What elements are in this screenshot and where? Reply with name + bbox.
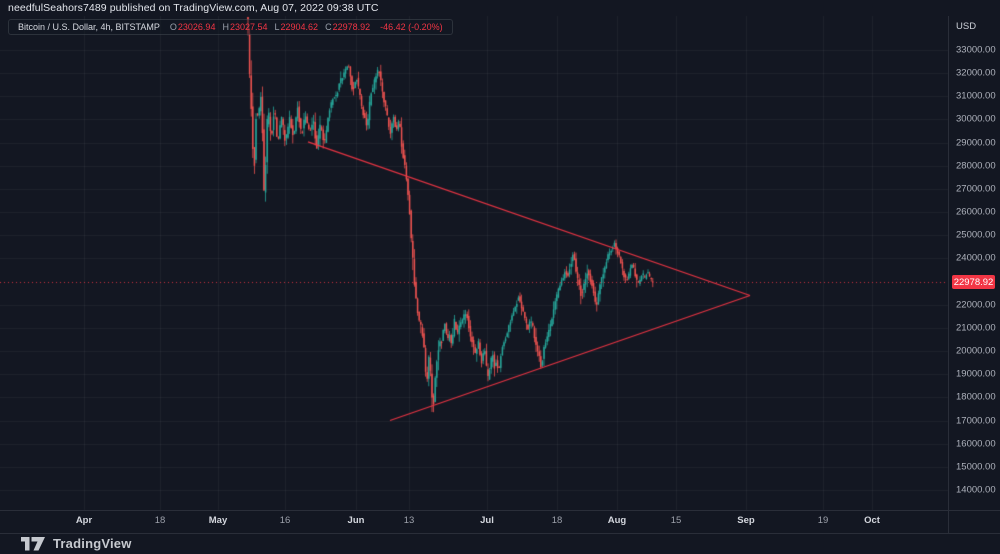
ohlc-close-label: C: [325, 22, 332, 32]
time-tick-label: 18: [154, 515, 166, 526]
ohlc-open-value: 23026.94: [177, 22, 216, 32]
ohlc-open-label: O: [169, 22, 177, 32]
footer-divider: [0, 533, 1000, 534]
ohlc-high-label: H: [222, 22, 229, 32]
price-tick-label: 15000.00: [956, 461, 996, 473]
ohlc-close-value: 22978.92: [332, 22, 371, 32]
price-tick-label: 31000.00: [956, 90, 996, 102]
price-tick-label: 32000.00: [956, 67, 996, 79]
time-tick-label: May: [208, 515, 228, 526]
price-tick-label: 27000.00: [956, 183, 996, 195]
price-tick-label: 20000.00: [956, 345, 996, 357]
price-tick-label: 21000.00: [956, 322, 996, 334]
price-tick-label: 19000.00: [956, 368, 996, 380]
time-tick-label: Jul: [480, 515, 494, 526]
ohlc-high-value: 23027.54: [229, 22, 268, 32]
time-tick-label: 13: [403, 515, 415, 526]
last-price-badge: 22978.92: [952, 275, 995, 290]
price-axis-currency: USD: [956, 21, 977, 32]
time-tick-label: 19: [817, 515, 829, 526]
time-tick-label: 18: [551, 515, 563, 526]
price-tick-label: 29000.00: [956, 137, 996, 149]
time-tick-label: Apr: [75, 515, 93, 526]
ohlc-low: L 22904.62: [275, 22, 319, 32]
time-tick-label: 15: [670, 515, 682, 526]
price-tick-label: 26000.00: [956, 206, 996, 218]
price-tick-label: 16000.00: [956, 438, 996, 450]
price-tick-label: 28000.00: [956, 160, 996, 172]
tradingview-logo-icon[interactable]: [21, 536, 46, 551]
time-tick-label: Aug: [607, 515, 627, 526]
time-axis-border: [0, 510, 1000, 511]
price-tick-label: 24000.00: [956, 252, 996, 264]
symbol-title: Bitcoin / U.S. Dollar, 4h, BITSTAMP: [18, 22, 160, 32]
price-tick-label: 22000.00: [956, 299, 996, 311]
price-tick-label: 14000.00: [956, 484, 996, 496]
symbol-legend[interactable]: Bitcoin / U.S. Dollar, 4h, BITSTAMP O 230…: [8, 19, 453, 35]
price-tick-label: 30000.00: [956, 113, 996, 125]
time-tick-label: 16: [279, 515, 291, 526]
ohlc-open: O 23026.94: [170, 22, 216, 32]
price-tick-label: 33000.00: [956, 44, 996, 56]
time-tick-label: Oct: [864, 515, 880, 526]
ohlc-high: H 23027.54: [222, 22, 267, 32]
time-tick-label: Sep: [737, 515, 755, 526]
price-tick-label: 18000.00: [956, 391, 996, 403]
ohlc-low-label: L: [274, 22, 280, 32]
ohlc-close: C 22978.92: [325, 22, 370, 32]
change-value: -46.42 (-0.20%): [380, 22, 443, 32]
price-tick-label: 17000.00: [956, 415, 996, 427]
brand-name: TradingView: [53, 536, 132, 551]
price-axis-border: [948, 16, 949, 533]
ohlc-low-value: 22904.62: [280, 22, 319, 32]
price-tick-label: 25000.00: [956, 229, 996, 241]
time-tick-label: Jun: [347, 515, 365, 526]
footer: TradingView: [21, 536, 132, 551]
publish-info: needfulSeahors7489 published on TradingV…: [8, 2, 379, 14]
